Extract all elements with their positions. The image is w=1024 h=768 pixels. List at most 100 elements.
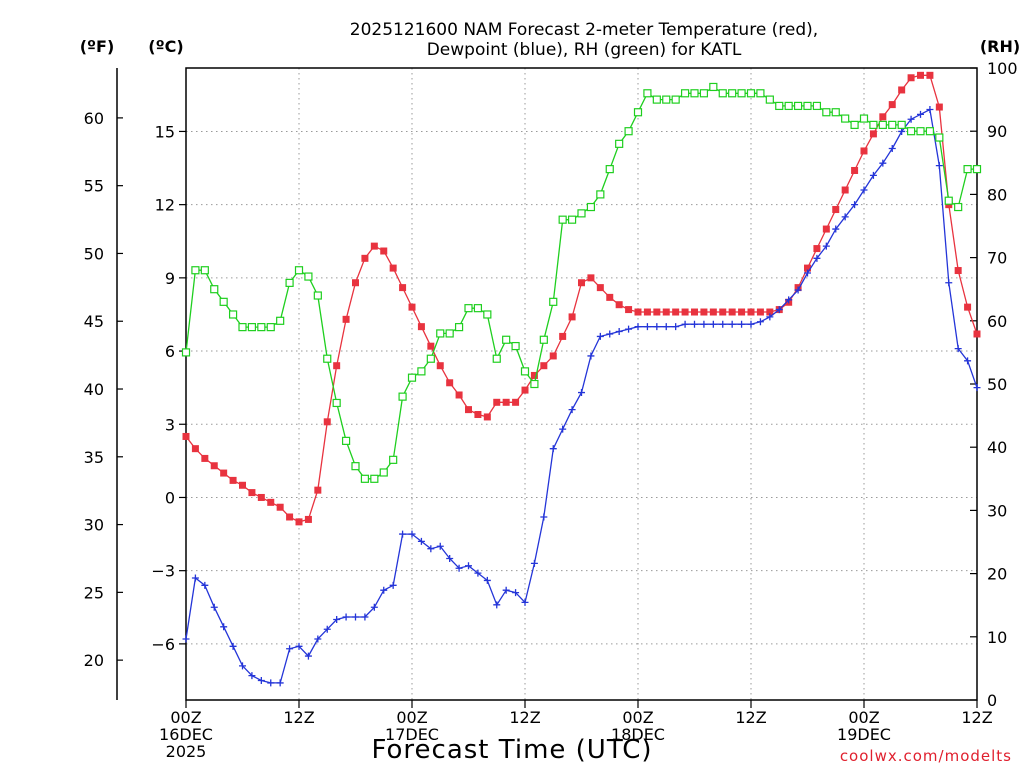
temperature-marker	[606, 293, 614, 301]
dewpoint-marker	[813, 254, 821, 262]
dewpoint-marker	[775, 306, 783, 314]
relative_humidity-marker	[483, 310, 492, 319]
temperature-marker	[898, 86, 906, 94]
time-tick-label: 12Z	[509, 708, 540, 727]
relative_humidity-marker	[775, 101, 784, 111]
relative_humidity-marker	[417, 367, 426, 376]
dewpoint-marker	[483, 576, 491, 584]
temperature-marker	[643, 308, 651, 316]
dewpoint-marker	[267, 679, 275, 687]
time-tick-label: 00Z	[848, 708, 879, 727]
dewpoint-marker	[191, 574, 199, 582]
celsius-tick-label: −6	[151, 635, 175, 654]
relative_humidity-marker	[389, 455, 398, 464]
dewpoint-marker	[747, 320, 755, 328]
dewpoint-marker	[248, 672, 256, 680]
temperature-marker	[314, 486, 322, 494]
dewpoint-marker	[681, 320, 689, 328]
temperature-marker	[474, 411, 482, 419]
temperature-marker	[295, 518, 303, 526]
relative_humidity-marker	[492, 354, 501, 363]
dewpoint-marker	[691, 320, 698, 328]
fahrenheit-tick-label: 45	[84, 312, 104, 331]
temperature-marker	[691, 308, 698, 316]
temperature-marker	[549, 352, 557, 360]
temperature-marker	[380, 247, 388, 255]
relative_humidity-marker	[549, 297, 558, 306]
celsius-tick-label: −3	[151, 562, 175, 581]
time-tick-label: 17DEC	[385, 725, 439, 744]
dewpoint-marker	[728, 320, 736, 328]
relative_humidity-marker	[699, 89, 709, 98]
temperature-marker	[323, 418, 331, 426]
relative_humidity-marker	[210, 285, 219, 294]
dewpoint-marker	[643, 323, 651, 331]
relative_humidity-marker	[869, 120, 878, 129]
relative_humidity-marker	[511, 341, 520, 351]
relative_humidity-marker	[586, 202, 596, 212]
dewpoint-marker	[888, 145, 896, 153]
dewpoint-marker	[333, 615, 341, 623]
temperature-marker	[728, 308, 736, 316]
temperature-marker	[408, 303, 416, 311]
dewpoint-marker	[945, 279, 953, 287]
rh-tick-label: 100	[987, 59, 1018, 78]
temperature-marker	[361, 254, 369, 262]
temperature-marker	[436, 362, 444, 370]
dewpoint-marker	[917, 110, 924, 118]
time-tick-label: 18DEC	[611, 725, 665, 744]
temperature-marker	[417, 323, 425, 331]
dewpoint-marker	[502, 586, 510, 594]
temperature-marker	[540, 362, 548, 370]
dewpoint-marker	[973, 384, 981, 392]
relative_humidity-marker	[954, 202, 963, 212]
temperature-marker	[427, 342, 435, 350]
temperature-marker	[973, 330, 981, 338]
temperature-marker	[935, 103, 943, 111]
temperature-marker	[756, 308, 764, 316]
temperature-marker	[559, 332, 567, 340]
celsius-tick-label: 6	[165, 342, 175, 361]
relative_humidity-marker	[238, 323, 247, 332]
temperature-marker	[709, 308, 717, 316]
temperature-marker	[851, 166, 859, 174]
rh-tick-label: 50	[987, 375, 1007, 394]
temperature-marker	[832, 206, 840, 214]
temperature-marker	[964, 303, 972, 311]
temperature-marker	[662, 308, 670, 316]
dewpoint-marker	[474, 569, 482, 577]
dewpoint-marker	[549, 445, 557, 453]
relative_humidity-marker	[944, 196, 953, 205]
temperature-marker	[304, 515, 312, 523]
temperature-marker	[634, 308, 642, 316]
time-tick-label: 19DEC	[837, 725, 891, 744]
fahrenheit-axis: 20 25 30 35 40 45 50 55 60	[84, 109, 123, 670]
relative_humidity-marker	[878, 120, 887, 129]
dewpoint-marker	[860, 186, 868, 194]
temperature-marker	[493, 398, 501, 406]
relative_humidity-marker	[765, 95, 774, 104]
relative_humidity-marker	[558, 215, 567, 224]
relative_humidity-marker	[294, 266, 304, 275]
dewpoint-marker	[578, 389, 585, 397]
temperature-marker	[248, 489, 256, 497]
rh-unit-label: (RH)	[980, 37, 1020, 56]
dewpoint-marker	[210, 603, 218, 611]
celsius-tick-label: 12	[155, 196, 175, 215]
dewpoint-marker	[898, 127, 906, 135]
temperature-marker	[954, 267, 962, 275]
temperature-marker	[455, 391, 463, 399]
temperature-marker	[822, 225, 830, 233]
temperature-marker	[352, 279, 359, 287]
dewpoint-marker	[465, 562, 472, 570]
relative_humidity-marker	[502, 335, 511, 344]
dewpoint-marker	[766, 313, 774, 321]
dewpoint-marker	[530, 559, 538, 567]
time-tick-label: 12Z	[283, 708, 314, 727]
temperature-marker	[530, 371, 538, 379]
relative_humidity-marker	[436, 329, 445, 338]
relative_humidity-marker	[596, 190, 605, 199]
dewpoint-marker	[794, 286, 802, 294]
dewpoint-line	[185, 108, 978, 684]
